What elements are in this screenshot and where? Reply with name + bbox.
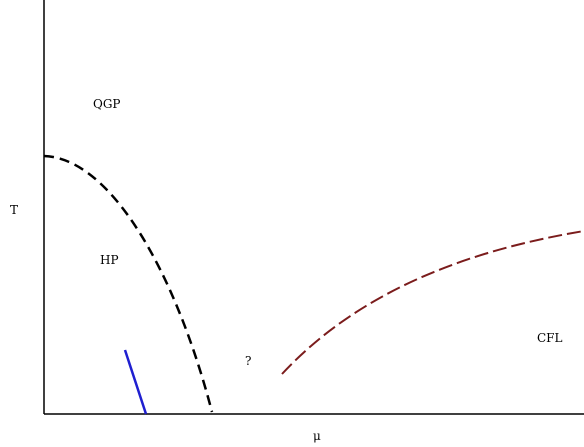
short-boundary-line bbox=[123, 349, 148, 415]
axes bbox=[43, 0, 584, 415]
y-axis-label: T bbox=[10, 203, 18, 217]
cfl-boundary-curve bbox=[281, 230, 584, 375]
cfl-region-label: CFL bbox=[537, 331, 563, 345]
qgp-region-label: QGP bbox=[93, 97, 121, 111]
x-axis-label: μ bbox=[313, 429, 321, 443]
hp-region-label: HP bbox=[100, 253, 119, 267]
unknown-region-label: ? bbox=[245, 354, 251, 368]
deconfinement-boundary-curve bbox=[43, 154, 214, 413]
